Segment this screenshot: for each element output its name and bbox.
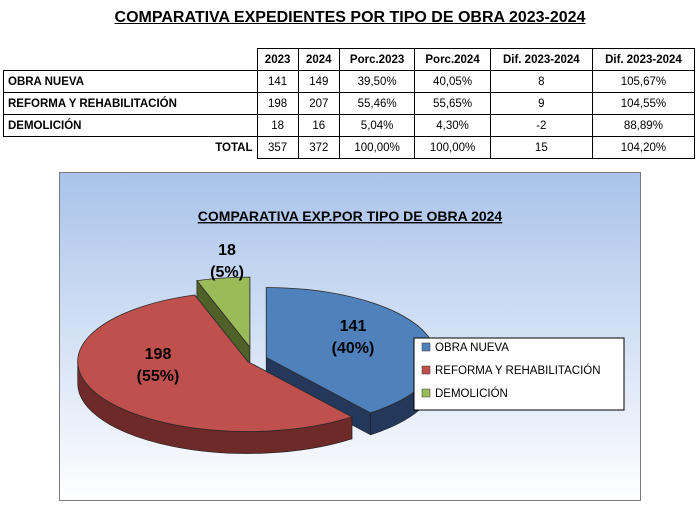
chart-title: COMPARATIVA EXP.POR TIPO DE OBRA 2024 xyxy=(198,208,503,224)
table-cell: 100,00% xyxy=(414,136,491,159)
table-cell: 18 xyxy=(256,114,299,137)
data-label-value: 198 xyxy=(145,346,172,363)
header-porc-2023: Porc.2023 xyxy=(338,48,416,71)
legend-swatch xyxy=(421,342,431,352)
table-cell: 104,20% xyxy=(591,136,696,159)
pie-chart: COMPARATIVA EXP.POR TIPO DE OBRA 2024 14… xyxy=(60,173,640,500)
table-cell: 207 xyxy=(297,92,340,115)
row-label: REFORMA Y REHABILITACIÓN xyxy=(3,92,258,115)
table-cell: 149 xyxy=(297,70,340,93)
header-dif-abs: Dif. 2023-2024 xyxy=(489,48,593,71)
table-row: REFORMA Y REHABILITACIÓN 198 207 55,46% … xyxy=(3,92,696,115)
table-cell: 88,89% xyxy=(591,114,696,137)
legend-label: REFORMA Y REHABILITACIÓN xyxy=(435,364,601,377)
table-cell: 198 xyxy=(256,92,299,115)
header-2024: 2024 xyxy=(297,48,340,71)
table-cell: 55,65% xyxy=(414,92,491,115)
header-porc-2024: Porc.2024 xyxy=(414,48,491,71)
data-label-percent: (5%) xyxy=(210,264,244,281)
page-title: COMPARATIVA EXPEDIENTES POR TIPO DE OBRA… xyxy=(114,9,586,26)
table-cell: 104,55% xyxy=(591,92,696,115)
legend-label: OBRA NUEVA xyxy=(435,342,509,354)
table-cell: 15 xyxy=(489,136,593,159)
data-label-percent: (40%) xyxy=(332,340,375,357)
table-cell: 16 xyxy=(297,114,340,137)
table-row: DEMOLICIÓN 18 16 5,04% 4,30% -2 88,89% xyxy=(3,114,696,137)
table-cell: 5,04% xyxy=(338,114,416,137)
data-label-value: 18 xyxy=(218,242,236,259)
table-cell: 39,50% xyxy=(338,70,416,93)
legend-swatch xyxy=(421,388,431,398)
header-dif-pct: Dif. 2023-2024 xyxy=(591,48,696,71)
pie-chart-panel: COMPARATIVA EXP.POR TIPO DE OBRA 2024 14… xyxy=(59,172,641,501)
table-cell: 141 xyxy=(256,70,299,93)
pie-slice-obra-nueva xyxy=(265,287,437,414)
table-header-row: 2023 2024 Porc.2023 Porc.2024 Dif. 2023-… xyxy=(3,48,696,71)
pie-slice-reforma-y-rehabilitaci-n xyxy=(77,294,353,432)
row-label: DEMOLICIÓN xyxy=(3,114,258,137)
chart-legend: OBRA NUEVA REFORMA Y REHABILITACIÓN DEMOLI… xyxy=(413,337,625,411)
row-label: OBRA NUEVA xyxy=(3,70,258,93)
pie-slice-demolici-n xyxy=(196,276,251,349)
header-2023: 2023 xyxy=(256,48,299,71)
table-cell: 105,67% xyxy=(591,70,696,93)
legend-swatch xyxy=(421,365,431,375)
table-cell: 100,00% xyxy=(338,136,416,159)
data-label-percent: (55%) xyxy=(137,368,180,385)
table-cell: 357 xyxy=(256,136,299,159)
legend-box xyxy=(413,337,625,411)
table-cell: 55,46% xyxy=(338,92,416,115)
table-row: OBRA NUEVA 141 149 39,50% 40,05% 8 105,6… xyxy=(3,70,696,93)
table-corner-cell xyxy=(3,48,258,71)
data-label-value: 141 xyxy=(340,318,367,335)
table-cell: 9 xyxy=(489,92,593,115)
total-label: TOTAL xyxy=(3,136,258,159)
pie-slices xyxy=(77,276,437,454)
pie-data-labels: 141 (40%) 198 (55%) 18 (5%) xyxy=(137,242,375,385)
table-cell: 8 xyxy=(489,70,593,93)
table-total-row: TOTAL 357 372 100,00% 100,00% 15 104,20% xyxy=(3,136,696,159)
table-cell: -2 xyxy=(489,114,593,137)
comparison-table: 2023 2024 Porc.2023 Porc.2024 Dif. 2023-… xyxy=(3,48,696,159)
table-cell: 40,05% xyxy=(414,70,491,93)
legend-label: DEMOLICIÓN xyxy=(435,387,508,400)
table-cell: 4,30% xyxy=(414,114,491,137)
table-cell: 372 xyxy=(297,136,340,159)
